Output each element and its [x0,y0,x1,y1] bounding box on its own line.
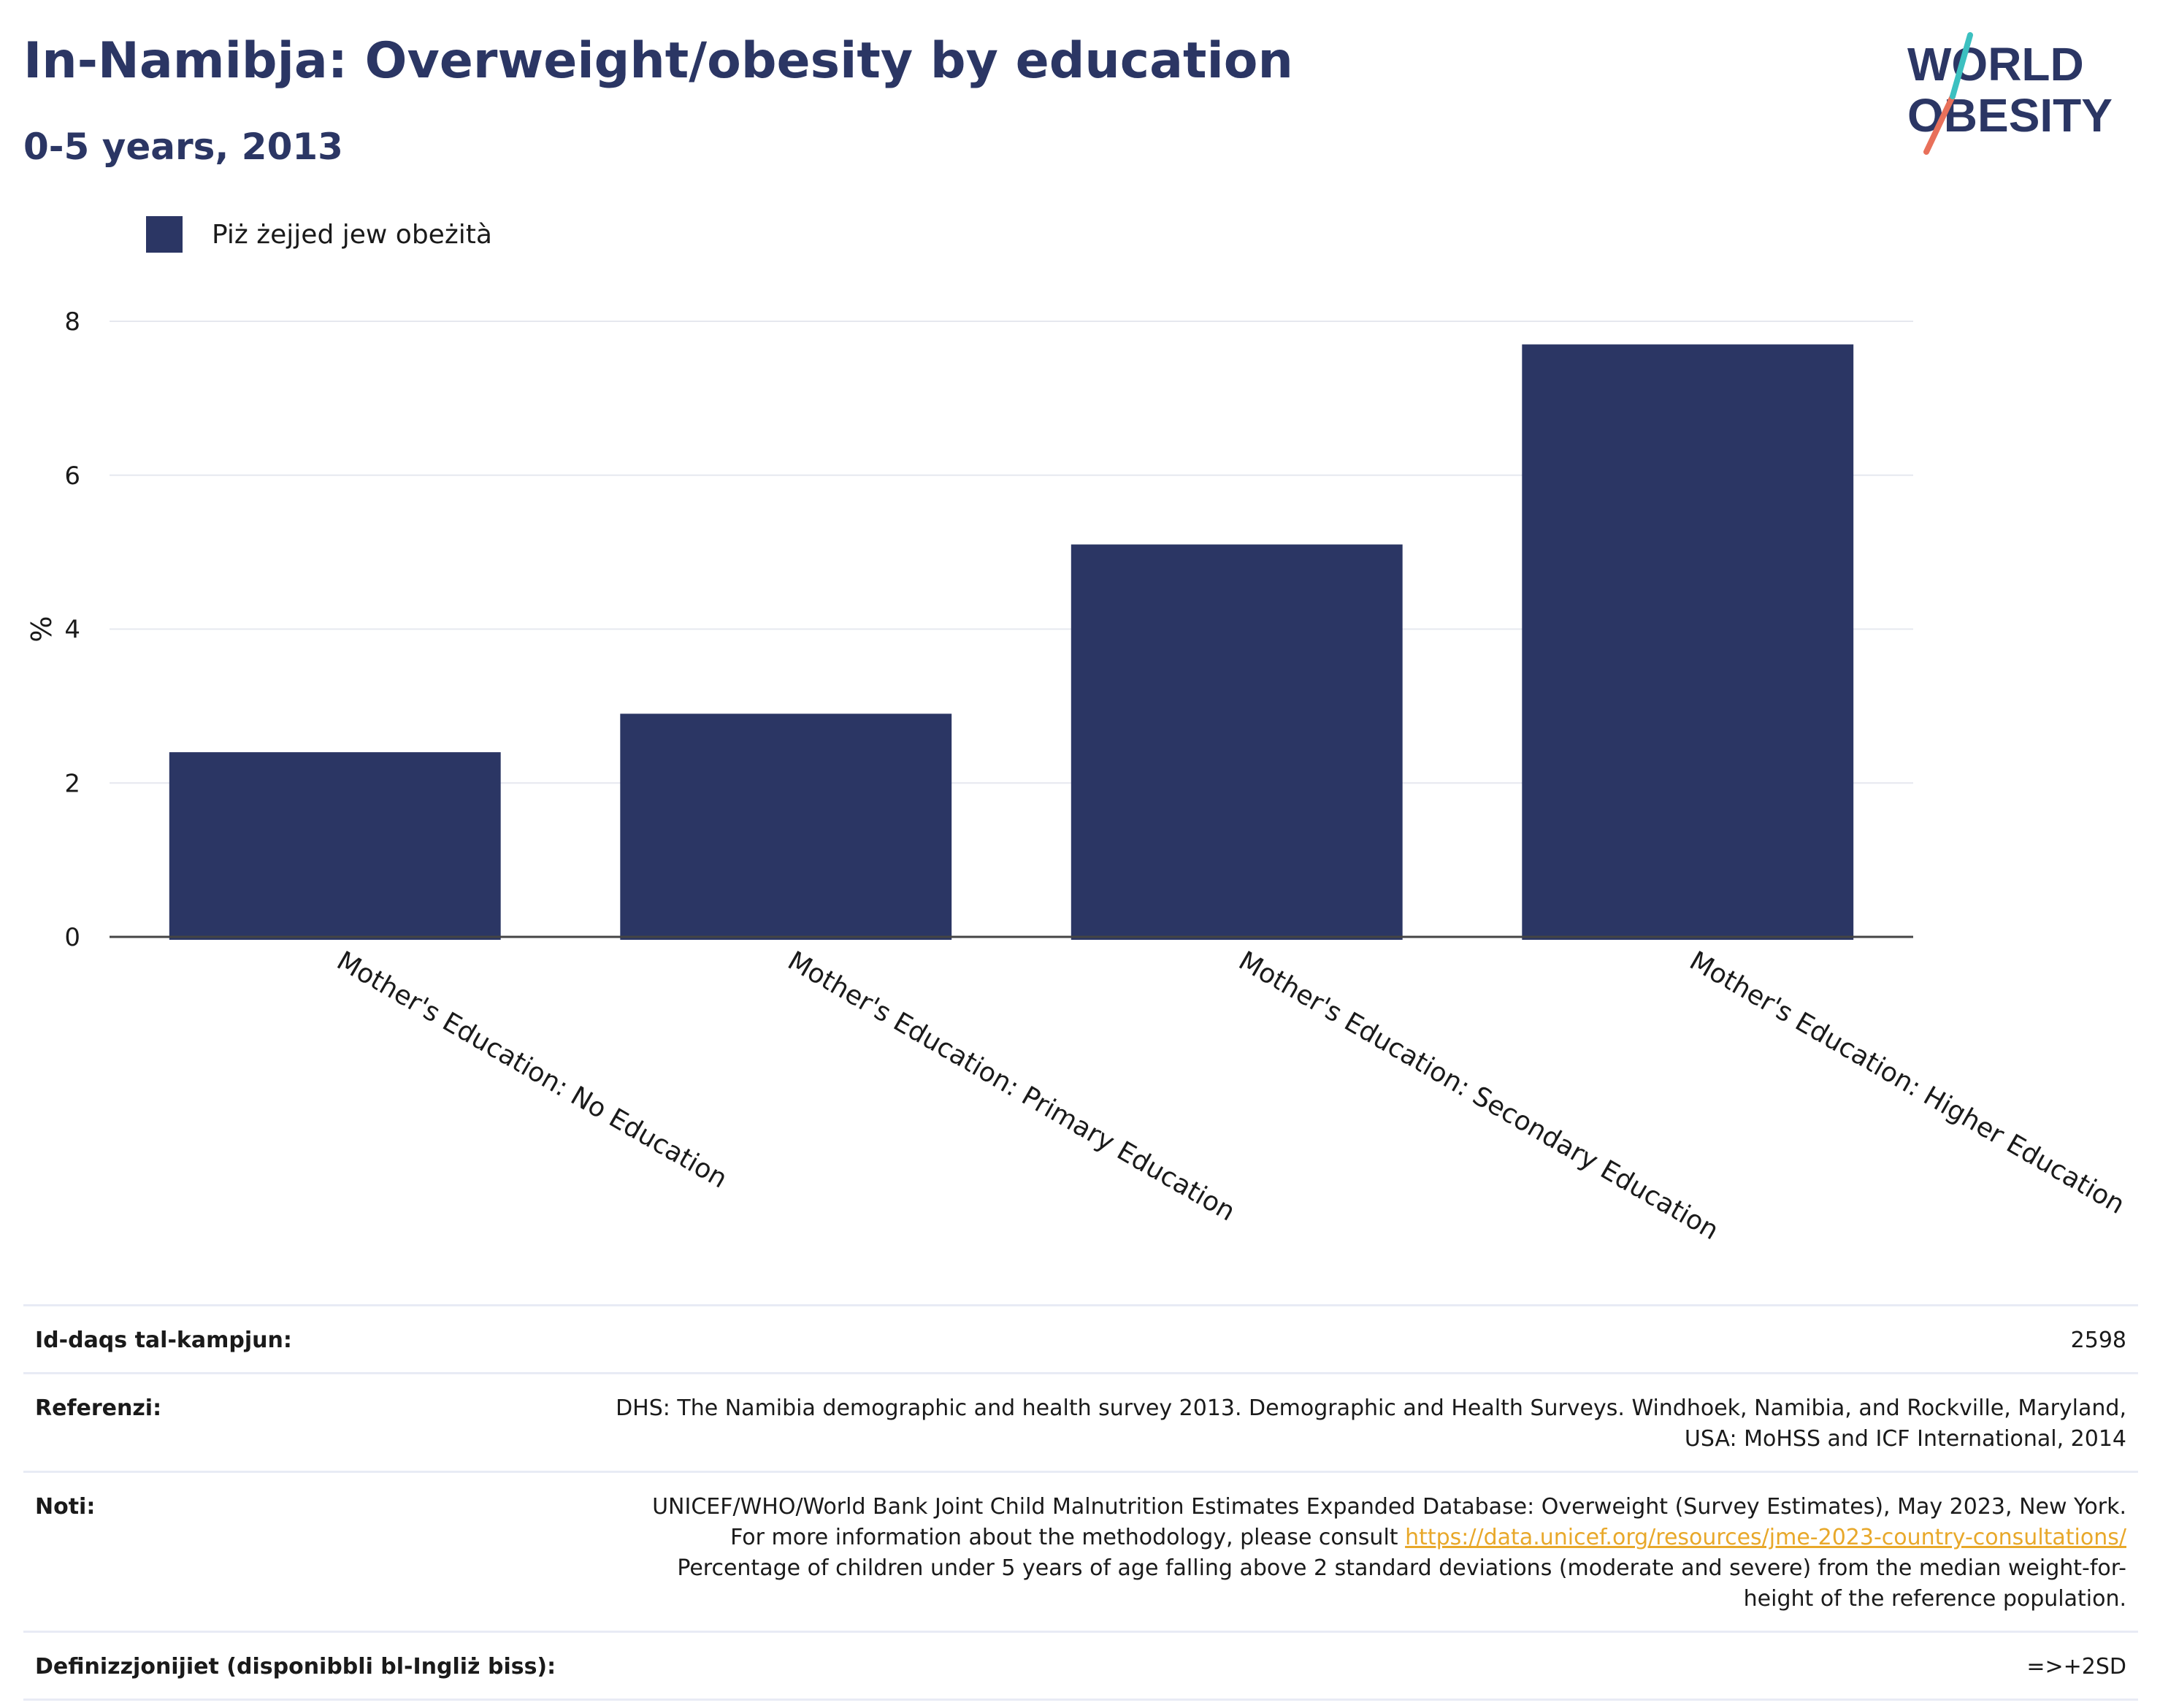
logo-line-1: WORLD [1907,38,2084,91]
info-table: Id-daqs tal-kampjun: 2598 Referenzi: DHS… [23,1304,2138,1701]
sample-size-label: Id-daqs tal-kampjun: [23,1304,602,1374]
sample-size-row: Id-daqs tal-kampjun: 2598 [23,1304,2138,1374]
chart-legend: Piż żejjed jew obeżità [146,216,492,253]
x-tick-label: Mother's Education: Higher Education [1685,946,2130,1220]
x-tick-label: Mother's Education: Primary Education [783,946,1240,1227]
bar [620,713,952,940]
notes-row: Noti: UNICEF/WHO/World Bank Joint Child … [23,1471,2138,1633]
chart-subtitle: 0-5 years, 2013 [23,126,343,168]
notes-text-1: UNICEF/WHO/World Bank Joint Child Malnut… [652,1494,2126,1550]
notes-text-2: Percentage of children under 5 years of … [677,1555,2126,1612]
legend-swatch [146,216,183,253]
sample-size-value: 2598 [602,1304,2138,1374]
y-tick-label: 6 [64,462,80,491]
y-tick-label: 8 [64,307,80,337]
notes-link[interactable]: https://data.unicef.org/resources/jme-20… [1405,1525,2126,1550]
x-tick-label: Mother's Education: Secondary Education [1233,946,1723,1246]
references-value: DHS: The Namibia demographic and health … [602,1372,2138,1473]
chart-title: In-Namibja: Overweight/obesity by educat… [23,32,1293,90]
bar [1071,544,1403,940]
legend-label: Piż żejjed jew obeżità [212,219,492,250]
definitions-label: Definizzjonijiet (disponibbli bl-Ingliż … [23,1631,602,1701]
world-obesity-logo: WORLD OBESITY [1907,32,2113,155]
y-tick-label: 2 [64,769,80,798]
y-tick-label: 0 [64,923,80,952]
references-label: Referenzi: [23,1372,602,1473]
bar [169,752,501,940]
definitions-value: =>+2SD [602,1631,2138,1701]
notes-label: Noti: [23,1471,602,1633]
definitions-row: Definizzjonijiet (disponibbli bl-Ingliż … [23,1631,2138,1701]
y-tick-label: 4 [64,616,80,645]
x-tick-label: Mother's Education: No Education [332,946,732,1194]
y-axis-title: % [26,616,58,642]
bar [1522,344,1854,940]
notes-value: UNICEF/WHO/World Bank Joint Child Malnut… [602,1471,2138,1633]
references-row: Referenzi: DHS: The Namibia demographic … [23,1372,2138,1473]
